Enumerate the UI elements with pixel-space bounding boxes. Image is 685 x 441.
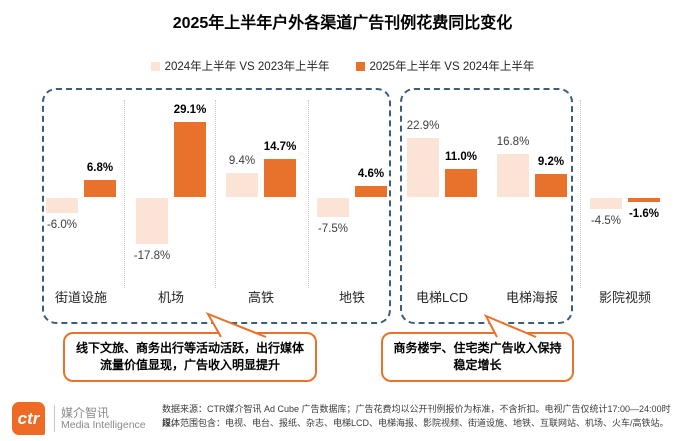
bar-value-label: -6.0% <box>46 219 78 232</box>
bar-value-label: 11.0% <box>445 150 477 163</box>
bar-value-label: 6.8% <box>86 161 114 174</box>
bar-prev-6 <box>590 197 622 210</box>
data-source-line2: 媒体范围包含：电视、电台、报纸、杂志、电梯LCD、电梯海报、影院视频、街道设施、… <box>162 418 669 428</box>
bar-prev-1 <box>136 197 168 244</box>
bar-curr-5 <box>535 173 567 198</box>
category-separator <box>124 100 125 288</box>
category-label-3: 地铁 <box>338 290 365 305</box>
category-label-4: 电梯LCD <box>415 290 468 305</box>
category-label-5: 电梯海报 <box>505 290 558 305</box>
callout-text-line: 线下文旅、商务出行等活动活跃，出行媒体 <box>75 341 304 355</box>
ctr-logo-text: ctr <box>17 408 40 428</box>
brand-name-en: Media Intelligence <box>61 419 146 431</box>
legend-item-2025vs2024: 2025年上半年 VS 2024年上半年 <box>355 58 535 74</box>
legend-label: 2024年上半年 VS 2023年上半年 <box>164 61 330 73</box>
category-separator <box>308 100 309 288</box>
legend-item-2024vs2023: 2024年上半年 VS 2023年上半年 <box>150 58 330 74</box>
annotation-callout-transit: 线下文旅、商务出行等活动活跃，出行媒体 流量价值显现，广告收入明显提升 <box>63 332 317 382</box>
annotation-callout-elevator: 商务楼宇、住宅类广告收入保持 稳定增长 <box>381 332 574 382</box>
bar-value-label: -4.5% <box>590 215 622 228</box>
legend-label: 2025年上半年 VS 2024年上半年 <box>369 61 535 73</box>
bar-curr-1 <box>174 121 206 198</box>
category-label-2: 高铁 <box>247 290 274 305</box>
page-title: 2025年上半年户外各渠道广告刊例花费同比变化 <box>172 15 513 32</box>
bar-curr-0 <box>84 179 116 198</box>
brand-name-cn: 媒介智讯 <box>61 406 110 420</box>
legend-swatch-pale <box>150 61 160 71</box>
bar-value-label: 16.8% <box>496 135 530 148</box>
bar-prev-2 <box>226 173 258 198</box>
ctr-logo: ctr <box>12 402 45 435</box>
category-separator <box>215 100 216 288</box>
bar-value-label: 9.4% <box>228 155 256 168</box>
data-source-line1: 数据来源：CTR媒介智讯 Ad Cube 广告数据库；广告花费均以公开刊例报价为… <box>162 404 671 428</box>
legend-swatch-orange <box>355 61 365 71</box>
bar-prev-0 <box>46 197 78 214</box>
callout-text-line: 流量价值显现，广告收入明显提升 <box>99 358 280 372</box>
category-label-1: 机场 <box>157 290 184 305</box>
bar-value-label: 29.1% <box>173 103 207 116</box>
bar-prev-4 <box>407 137 439 198</box>
bar-value-label: 4.6% <box>357 167 385 180</box>
chart-legend: 2024年上半年 VS 2023年上半年 2025年上半年 VS 2024年上半… <box>0 58 685 74</box>
brand-divider <box>54 405 55 432</box>
bar-curr-6 <box>628 197 660 202</box>
bar-value-label: -7.5% <box>317 223 349 235</box>
bar-curr-4 <box>445 168 477 198</box>
bar-value-label: 14.7% <box>263 141 297 154</box>
bar-curr-3 <box>355 185 387 198</box>
callout-text-line: 稳定增长 <box>453 358 502 372</box>
category-separator <box>580 100 581 288</box>
callout-text-line: 商务楼宇、住宅类广告收入保持 <box>393 341 562 355</box>
category-label-6: 影院视频 <box>598 290 651 305</box>
bar-value-label: 22.9% <box>406 119 440 132</box>
bar-value-label: -17.8% <box>133 249 171 262</box>
bar-value-label: 9.2% <box>537 155 565 168</box>
category-label-0: 街道设施 <box>54 290 107 305</box>
bar-prev-3 <box>317 197 349 217</box>
bar-prev-5 <box>497 153 529 198</box>
bar-value-label: -1.6% <box>628 207 660 220</box>
bar-curr-2 <box>264 159 296 198</box>
